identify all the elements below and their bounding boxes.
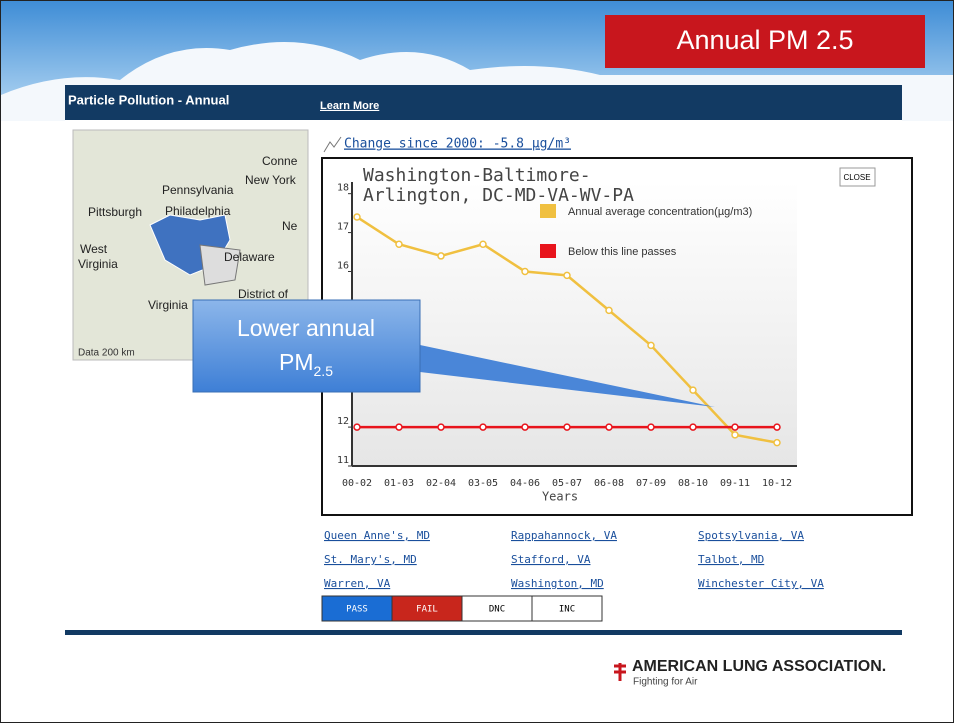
- x-tick-label: 07-09: [636, 478, 666, 489]
- map-label: Pennsylvania: [162, 183, 234, 197]
- map-label: Philadelphia: [165, 204, 231, 218]
- data-point: [395, 423, 403, 431]
- callout-line2: PM2.5: [279, 349, 333, 379]
- status-label[interactable]: INC: [559, 605, 575, 615]
- map-label: Virginia: [78, 257, 118, 271]
- map-label: New York: [245, 173, 297, 187]
- map-attribution: Data 200 km: [78, 348, 135, 359]
- data-point: [437, 423, 445, 431]
- slide-title: Annual PM 2.5: [676, 25, 853, 55]
- x-tick-label: 09-11: [720, 478, 750, 489]
- map-label: West: [80, 242, 108, 256]
- status-button[interactable]: [531, 595, 603, 622]
- map-region-2: [199, 244, 241, 286]
- county-link[interactable]: Queen Anne's, MD: [324, 529, 430, 542]
- x-tick-label: 00-02: [342, 478, 372, 489]
- county-link[interactable]: Rappahannock, VA: [511, 529, 617, 542]
- status-label[interactable]: DNC: [489, 605, 505, 615]
- panel-footer: [65, 630, 902, 635]
- county-link[interactable]: Warren, VA: [324, 577, 391, 590]
- county-link[interactable]: Talbot, MD: [698, 553, 764, 566]
- map-label: Virginia: [148, 298, 188, 312]
- county-link[interactable]: Washington, MD: [511, 577, 604, 590]
- data-point: [647, 423, 655, 431]
- x-tick-label: 02-04: [426, 478, 456, 489]
- chart-title: Washington-Baltimore-Arlington, DC-MD-VA…: [363, 165, 634, 206]
- panel-header: [65, 85, 902, 120]
- y-tick-label: 11: [337, 455, 349, 466]
- map-label: Conne: [262, 154, 298, 168]
- callout-box: [192, 299, 421, 393]
- logo-tagline: Fighting for Air: [633, 677, 698, 688]
- y-tick-label: 17: [337, 222, 349, 233]
- data-point: [563, 423, 571, 431]
- change-link[interactable]: Change since 2000: -5.8 µg/m³: [344, 137, 571, 152]
- county-link[interactable]: Stafford, VA: [511, 553, 591, 566]
- legend-label: Annual average concentration(µg/m3): [568, 206, 752, 218]
- status-label[interactable]: FAIL: [416, 605, 438, 615]
- data-point: [521, 423, 529, 431]
- x-tick-label: 08-10: [678, 478, 708, 489]
- panel-title: Particle Pollution - Annual: [68, 92, 229, 107]
- x-tick-label: 05-07: [552, 478, 582, 489]
- legend-swatch: [540, 204, 556, 218]
- data-point: [605, 306, 613, 315]
- data-point: [689, 386, 697, 394]
- county-link[interactable]: Spotsylvania, VA: [698, 529, 804, 542]
- x-tick-label: 01-03: [384, 478, 414, 489]
- learn-more[interactable]: Learn More: [320, 100, 379, 112]
- data-point: [731, 431, 739, 439]
- status-label[interactable]: PASS: [346, 605, 368, 615]
- logo-cross: [614, 663, 626, 681]
- x-axis-label: Years: [542, 490, 578, 504]
- data-point: [689, 423, 697, 431]
- status-button[interactable]: [461, 595, 533, 622]
- change-icon: [323, 136, 342, 153]
- data-point: [353, 213, 361, 221]
- data-point: [437, 252, 445, 260]
- data-point: [521, 267, 529, 276]
- county-link[interactable]: St. Mary's, MD: [324, 553, 417, 566]
- county-link[interactable]: Winchester City, VA: [698, 577, 824, 590]
- callout-line1: Lower annual: [237, 315, 375, 341]
- data-point: [773, 438, 781, 447]
- data-point: [353, 423, 361, 431]
- status-button[interactable]: [321, 595, 393, 622]
- map-label: Delaware: [224, 250, 275, 264]
- title-box: [605, 15, 925, 68]
- x-tick-label: 10-12: [762, 478, 792, 489]
- x-tick-label: 04-06: [510, 478, 540, 489]
- data-point: [395, 240, 403, 248]
- logo-name: AMERICAN LUNG ASSOCIATION.: [632, 658, 886, 675]
- data-point: [647, 341, 655, 350]
- status-button[interactable]: [391, 595, 463, 622]
- y-tick-label: 12: [337, 416, 349, 427]
- data-point: [605, 423, 613, 431]
- map-label: Pittsburgh: [88, 205, 142, 219]
- close-button[interactable]: [839, 167, 876, 187]
- x-tick-label: 06-08: [594, 478, 624, 489]
- map-label: Ne: [282, 219, 298, 233]
- legend-swatch: [540, 244, 556, 258]
- x-tick-label: 03-05: [468, 478, 498, 489]
- data-point: [479, 423, 487, 431]
- y-tick-label: 18: [337, 183, 349, 194]
- data-point: [563, 271, 571, 280]
- data-point: [731, 423, 739, 431]
- close-label[interactable]: CLOSE: [843, 173, 870, 182]
- legend-label: Below this line passes: [568, 246, 677, 258]
- y-tick-label: 16: [337, 260, 349, 271]
- plot-area: [352, 182, 797, 466]
- map-label: District of: [238, 287, 289, 301]
- data-point: [773, 423, 781, 431]
- callout-pointer: [330, 345, 715, 407]
- data-point: [479, 240, 487, 248]
